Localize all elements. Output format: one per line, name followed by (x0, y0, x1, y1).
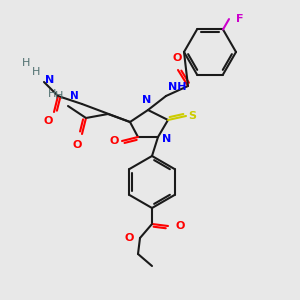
Text: O: O (172, 53, 182, 63)
Text: H: H (32, 67, 40, 77)
Text: S: S (188, 111, 196, 121)
Text: N: N (70, 91, 79, 101)
Text: O: O (72, 140, 82, 150)
Text: F: F (236, 14, 244, 24)
Text: H: H (22, 58, 30, 68)
Text: O: O (109, 136, 119, 146)
Text: O: O (175, 221, 184, 231)
Text: N: N (142, 95, 152, 105)
Text: N: N (45, 75, 54, 85)
Text: N: N (162, 134, 171, 144)
Text: O: O (43, 116, 53, 126)
Text: H: H (48, 89, 56, 99)
Text: O: O (124, 233, 134, 243)
Text: NH: NH (168, 82, 187, 92)
Text: H: H (55, 91, 63, 101)
